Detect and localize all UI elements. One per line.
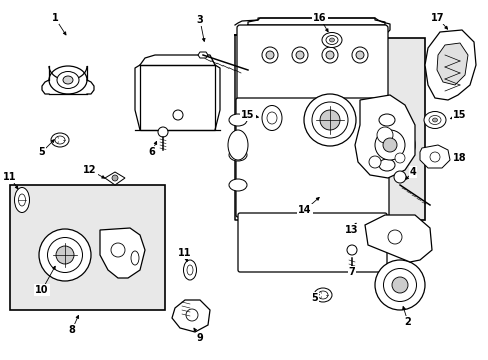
Text: 3: 3 [196, 15, 203, 25]
Text: 11: 11 [178, 248, 191, 258]
Text: 5: 5 [39, 147, 45, 157]
Text: 17: 17 [430, 13, 444, 23]
Ellipse shape [378, 159, 394, 171]
Circle shape [346, 245, 356, 255]
Ellipse shape [378, 114, 394, 126]
Text: 15: 15 [452, 110, 466, 120]
Ellipse shape [431, 118, 437, 122]
Ellipse shape [319, 110, 339, 130]
Ellipse shape [325, 36, 337, 45]
Ellipse shape [57, 72, 79, 89]
Circle shape [185, 309, 198, 321]
Circle shape [262, 47, 278, 63]
Ellipse shape [317, 291, 327, 299]
Ellipse shape [304, 94, 355, 146]
Text: 9: 9 [196, 333, 203, 343]
Ellipse shape [131, 251, 139, 265]
Text: 12: 12 [83, 165, 97, 175]
Bar [292, 38, 424, 220]
Polygon shape [364, 215, 431, 262]
Circle shape [394, 153, 404, 163]
Circle shape [364, 120, 414, 170]
Ellipse shape [329, 38, 334, 42]
Ellipse shape [39, 229, 91, 281]
Circle shape [382, 138, 396, 152]
Circle shape [387, 230, 401, 244]
Ellipse shape [56, 246, 74, 264]
Text: 10: 10 [35, 285, 49, 295]
Ellipse shape [391, 277, 407, 293]
Bar [10, 185, 164, 310]
FancyBboxPatch shape [236, 98, 388, 217]
Ellipse shape [313, 288, 331, 302]
Circle shape [291, 47, 307, 63]
Circle shape [351, 47, 367, 63]
Ellipse shape [311, 102, 347, 138]
Circle shape [393, 171, 405, 183]
Ellipse shape [262, 105, 282, 130]
Ellipse shape [228, 114, 246, 126]
Polygon shape [424, 30, 475, 100]
Ellipse shape [19, 194, 25, 206]
Circle shape [112, 175, 118, 181]
Ellipse shape [186, 265, 193, 275]
Polygon shape [100, 228, 145, 278]
Polygon shape [354, 95, 414, 178]
Text: 16: 16 [313, 13, 326, 23]
Text: 8: 8 [68, 325, 75, 335]
Ellipse shape [228, 179, 246, 191]
Ellipse shape [51, 133, 69, 147]
Text: 14: 14 [298, 205, 311, 215]
Polygon shape [105, 172, 125, 185]
Text: 4: 4 [409, 167, 415, 177]
Circle shape [429, 152, 439, 162]
Ellipse shape [428, 116, 440, 125]
Circle shape [321, 47, 337, 63]
Text: 2: 2 [404, 317, 410, 327]
Circle shape [158, 127, 168, 137]
Ellipse shape [15, 188, 29, 212]
Ellipse shape [383, 269, 416, 302]
Text: 6: 6 [148, 147, 155, 157]
Polygon shape [419, 145, 449, 168]
Circle shape [265, 51, 273, 59]
Ellipse shape [55, 136, 65, 144]
Ellipse shape [47, 238, 82, 273]
Polygon shape [198, 52, 207, 58]
FancyBboxPatch shape [140, 65, 215, 130]
Circle shape [374, 130, 404, 160]
Text: 5: 5 [311, 293, 318, 303]
Ellipse shape [227, 130, 247, 160]
FancyBboxPatch shape [237, 25, 387, 101]
Polygon shape [172, 300, 209, 332]
Circle shape [325, 51, 333, 59]
Ellipse shape [49, 66, 87, 94]
Ellipse shape [321, 32, 341, 48]
Circle shape [173, 110, 183, 120]
Circle shape [355, 51, 363, 59]
Ellipse shape [266, 112, 276, 124]
Text: 18: 18 [452, 153, 466, 163]
Text: 11: 11 [3, 172, 17, 182]
Ellipse shape [374, 260, 424, 310]
Polygon shape [436, 43, 467, 85]
Ellipse shape [228, 149, 246, 161]
Circle shape [111, 243, 125, 257]
Ellipse shape [63, 76, 73, 84]
Text: 7: 7 [348, 267, 355, 277]
Circle shape [376, 127, 392, 143]
Ellipse shape [423, 112, 445, 129]
FancyBboxPatch shape [238, 213, 386, 272]
Circle shape [295, 51, 304, 59]
Text: 13: 13 [345, 225, 358, 235]
Text: 1: 1 [52, 13, 58, 23]
Circle shape [368, 156, 380, 168]
Ellipse shape [183, 260, 196, 280]
Text: 15: 15 [241, 110, 254, 120]
